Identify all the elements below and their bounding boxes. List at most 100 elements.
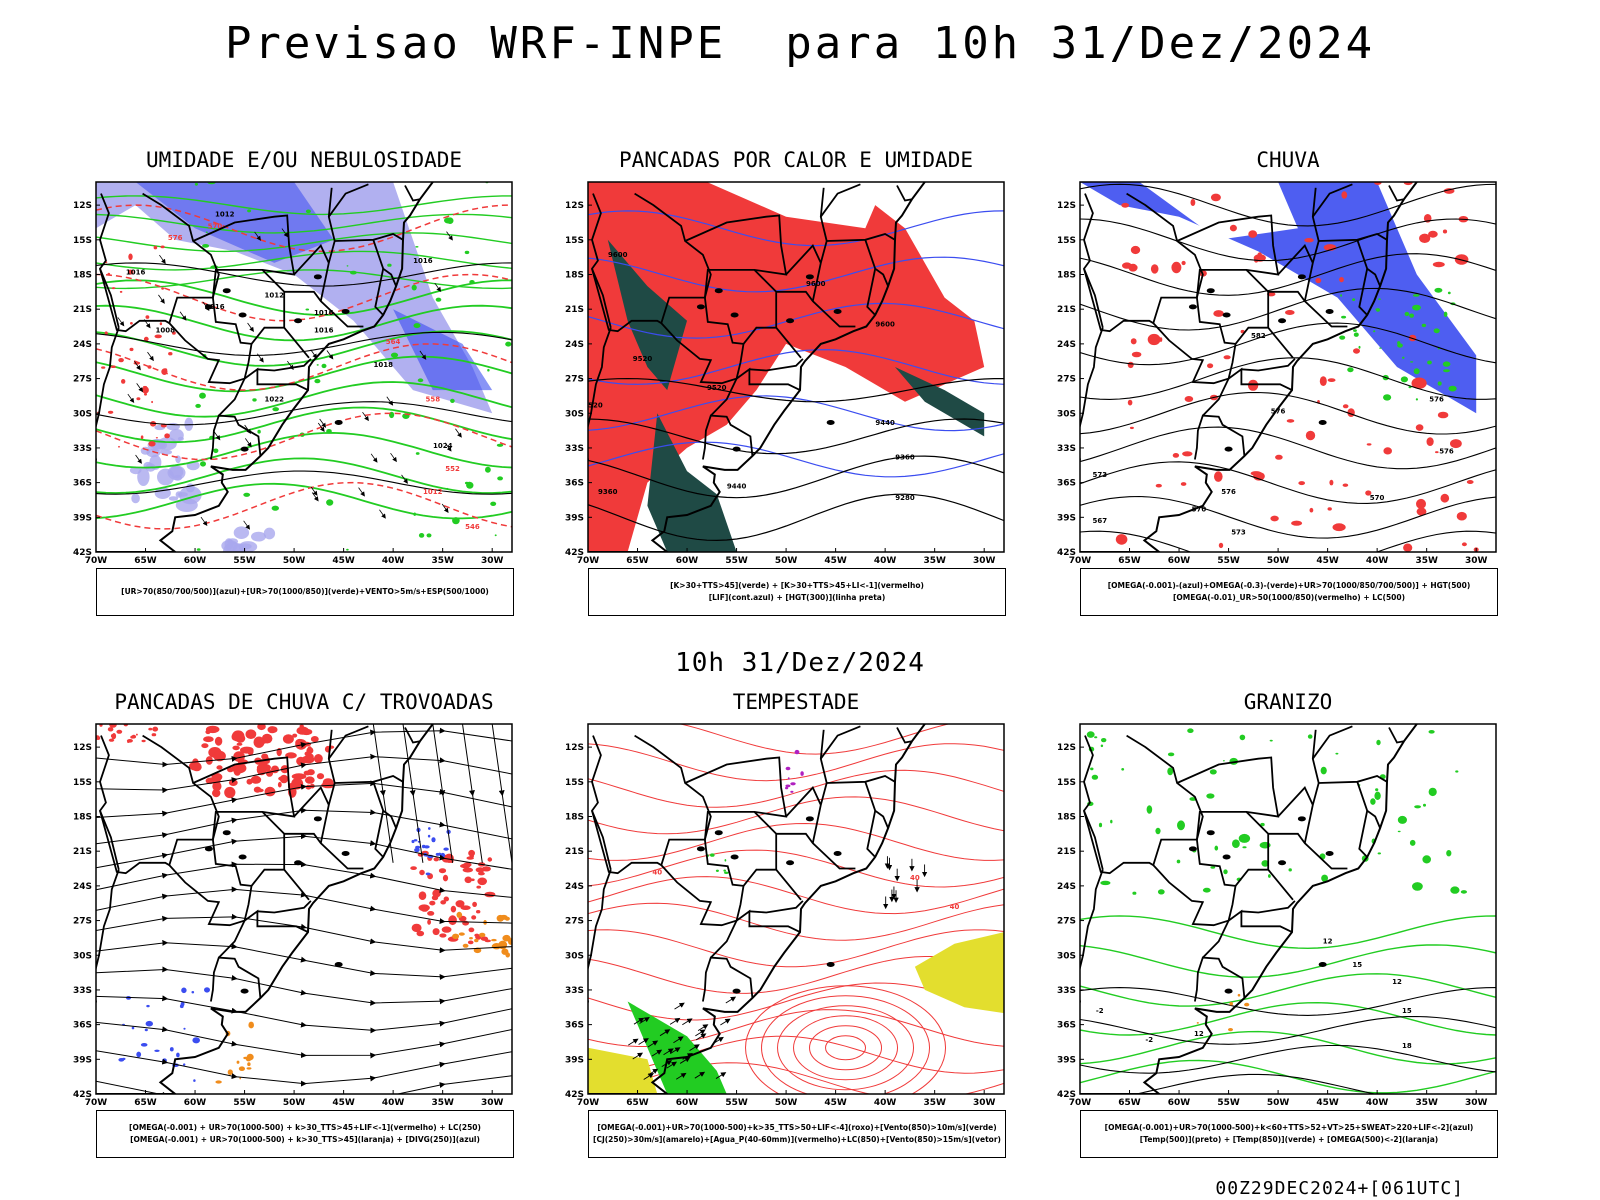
streamline <box>462 724 483 863</box>
rain-contour <box>588 743 1004 782</box>
wind-vector <box>663 1048 674 1056</box>
wind-vector <box>254 231 261 241</box>
latitude-label: 15S <box>1057 236 1076 246</box>
humidity-contour <box>96 279 512 316</box>
latitude-label: 36S <box>73 1021 92 1031</box>
contour-label: 9360 <box>598 488 618 496</box>
longitude-label: 55W <box>233 556 256 566</box>
state-border <box>1082 735 1104 870</box>
state-border <box>1241 358 1296 372</box>
contour-label: 18 <box>1402 1042 1412 1050</box>
lake <box>1297 816 1306 822</box>
temp500-contour <box>1133 1073 1377 1094</box>
panel-legend: [OMEGA(-0.001) + UR>70(1000-500) + k>30_… <box>96 1110 514 1158</box>
rain-contour <box>809 1025 883 1071</box>
state-border <box>99 734 220 875</box>
temp850-contour <box>1080 1030 1496 1065</box>
lake <box>334 962 343 967</box>
latitude-label: 15S <box>73 236 92 246</box>
state-border <box>1388 727 1405 744</box>
latitude-label: 24S <box>565 882 584 892</box>
lifted-index-contour <box>588 441 1004 478</box>
panel-title: UMIDADE E/OU NEBULOSIDADE <box>145 148 463 172</box>
latitude-label: 15S <box>1057 778 1076 788</box>
lake <box>313 274 322 280</box>
wind-vector <box>362 411 369 422</box>
state-border <box>826 775 896 784</box>
state-border <box>749 900 804 914</box>
wind-vector <box>695 1033 707 1041</box>
panel-legend: [OMEGA(-0.001)-(azul)+OMEGA(-0.3)-(verde… <box>1080 568 1498 616</box>
lake <box>696 304 705 310</box>
state-border <box>1241 900 1296 914</box>
state-border <box>590 735 612 870</box>
contour-label: 40 <box>910 874 920 882</box>
rain-contour <box>588 929 1004 968</box>
rain-contour <box>588 769 1004 808</box>
latitude-label: 24S <box>1057 882 1076 892</box>
state-border <box>1080 327 1104 464</box>
lake <box>833 851 842 856</box>
longitude-label: 50W <box>775 1098 798 1108</box>
latitude-label: 24S <box>1057 340 1076 350</box>
lake <box>826 420 835 425</box>
wind-vector <box>632 1052 644 1060</box>
instability-field <box>607 239 687 391</box>
contour-label: 40 <box>950 903 960 911</box>
state-border <box>98 193 120 328</box>
latitude-label: 39S <box>73 1055 92 1065</box>
contour-label: 576 <box>1221 488 1236 496</box>
longitude-label: 60W <box>1168 1098 1191 1108</box>
panel-granizo: GRANIZO 12 12 15 18 -2 -2 12 15 12S 15S 18S 21S 24S 27… <box>1032 690 1532 1160</box>
longitude-label: 35W <box>431 556 454 566</box>
lake <box>238 854 247 860</box>
latitude-label: 36S <box>565 479 584 489</box>
lake <box>714 830 723 836</box>
thickness-contour <box>96 204 512 253</box>
wind-vector <box>679 1057 691 1064</box>
rain-contour <box>761 995 930 1094</box>
latitude-label: 21S <box>73 847 92 857</box>
rain-contour <box>590 1062 1004 1094</box>
state-border <box>293 244 330 276</box>
lake <box>732 988 741 994</box>
contour-label: 552 <box>445 465 460 473</box>
wind-vector <box>159 254 166 265</box>
valid-date: 10h 31/Dez/2024 <box>675 648 925 678</box>
wind-vector <box>243 520 251 530</box>
state-border <box>218 909 309 959</box>
contour-label: 9280 <box>895 494 915 502</box>
longitude-label: 30W <box>481 1098 504 1108</box>
latitude-label: 24S <box>565 340 584 350</box>
height-contour <box>1080 530 1496 552</box>
wind-vector <box>455 428 462 438</box>
lake <box>240 988 249 994</box>
latitude-label: 12S <box>73 201 92 211</box>
state-border <box>776 290 856 328</box>
wind-vector <box>317 422 325 432</box>
height-contour <box>1080 253 1496 296</box>
panel-title: CHUVA <box>1256 148 1320 172</box>
temp850-contour <box>1080 944 1496 978</box>
contour-label: 9360 <box>895 454 915 462</box>
longitude-label: 30W <box>973 1098 996 1108</box>
state-border <box>1312 725 1353 760</box>
contour-label: 9440 <box>875 419 895 427</box>
wind-vector <box>158 294 165 304</box>
longitude-label: 70W <box>85 556 108 566</box>
rain-contour <box>777 1005 915 1091</box>
latitude-label: 30S <box>1057 409 1076 419</box>
lake <box>294 860 303 866</box>
contour-label: 15 <box>1402 1007 1412 1015</box>
state-border <box>1312 183 1353 218</box>
state-border <box>99 192 220 333</box>
state-border <box>591 192 712 333</box>
height-contour <box>588 493 1004 542</box>
rain-contour <box>588 849 1004 888</box>
lake <box>1222 854 1231 860</box>
latitude-label: 36S <box>1057 479 1076 489</box>
wind-vector <box>147 351 154 362</box>
longitude-label: 30W <box>1465 1098 1488 1108</box>
state-border <box>250 868 310 901</box>
contour-label: 15 <box>1352 961 1362 969</box>
